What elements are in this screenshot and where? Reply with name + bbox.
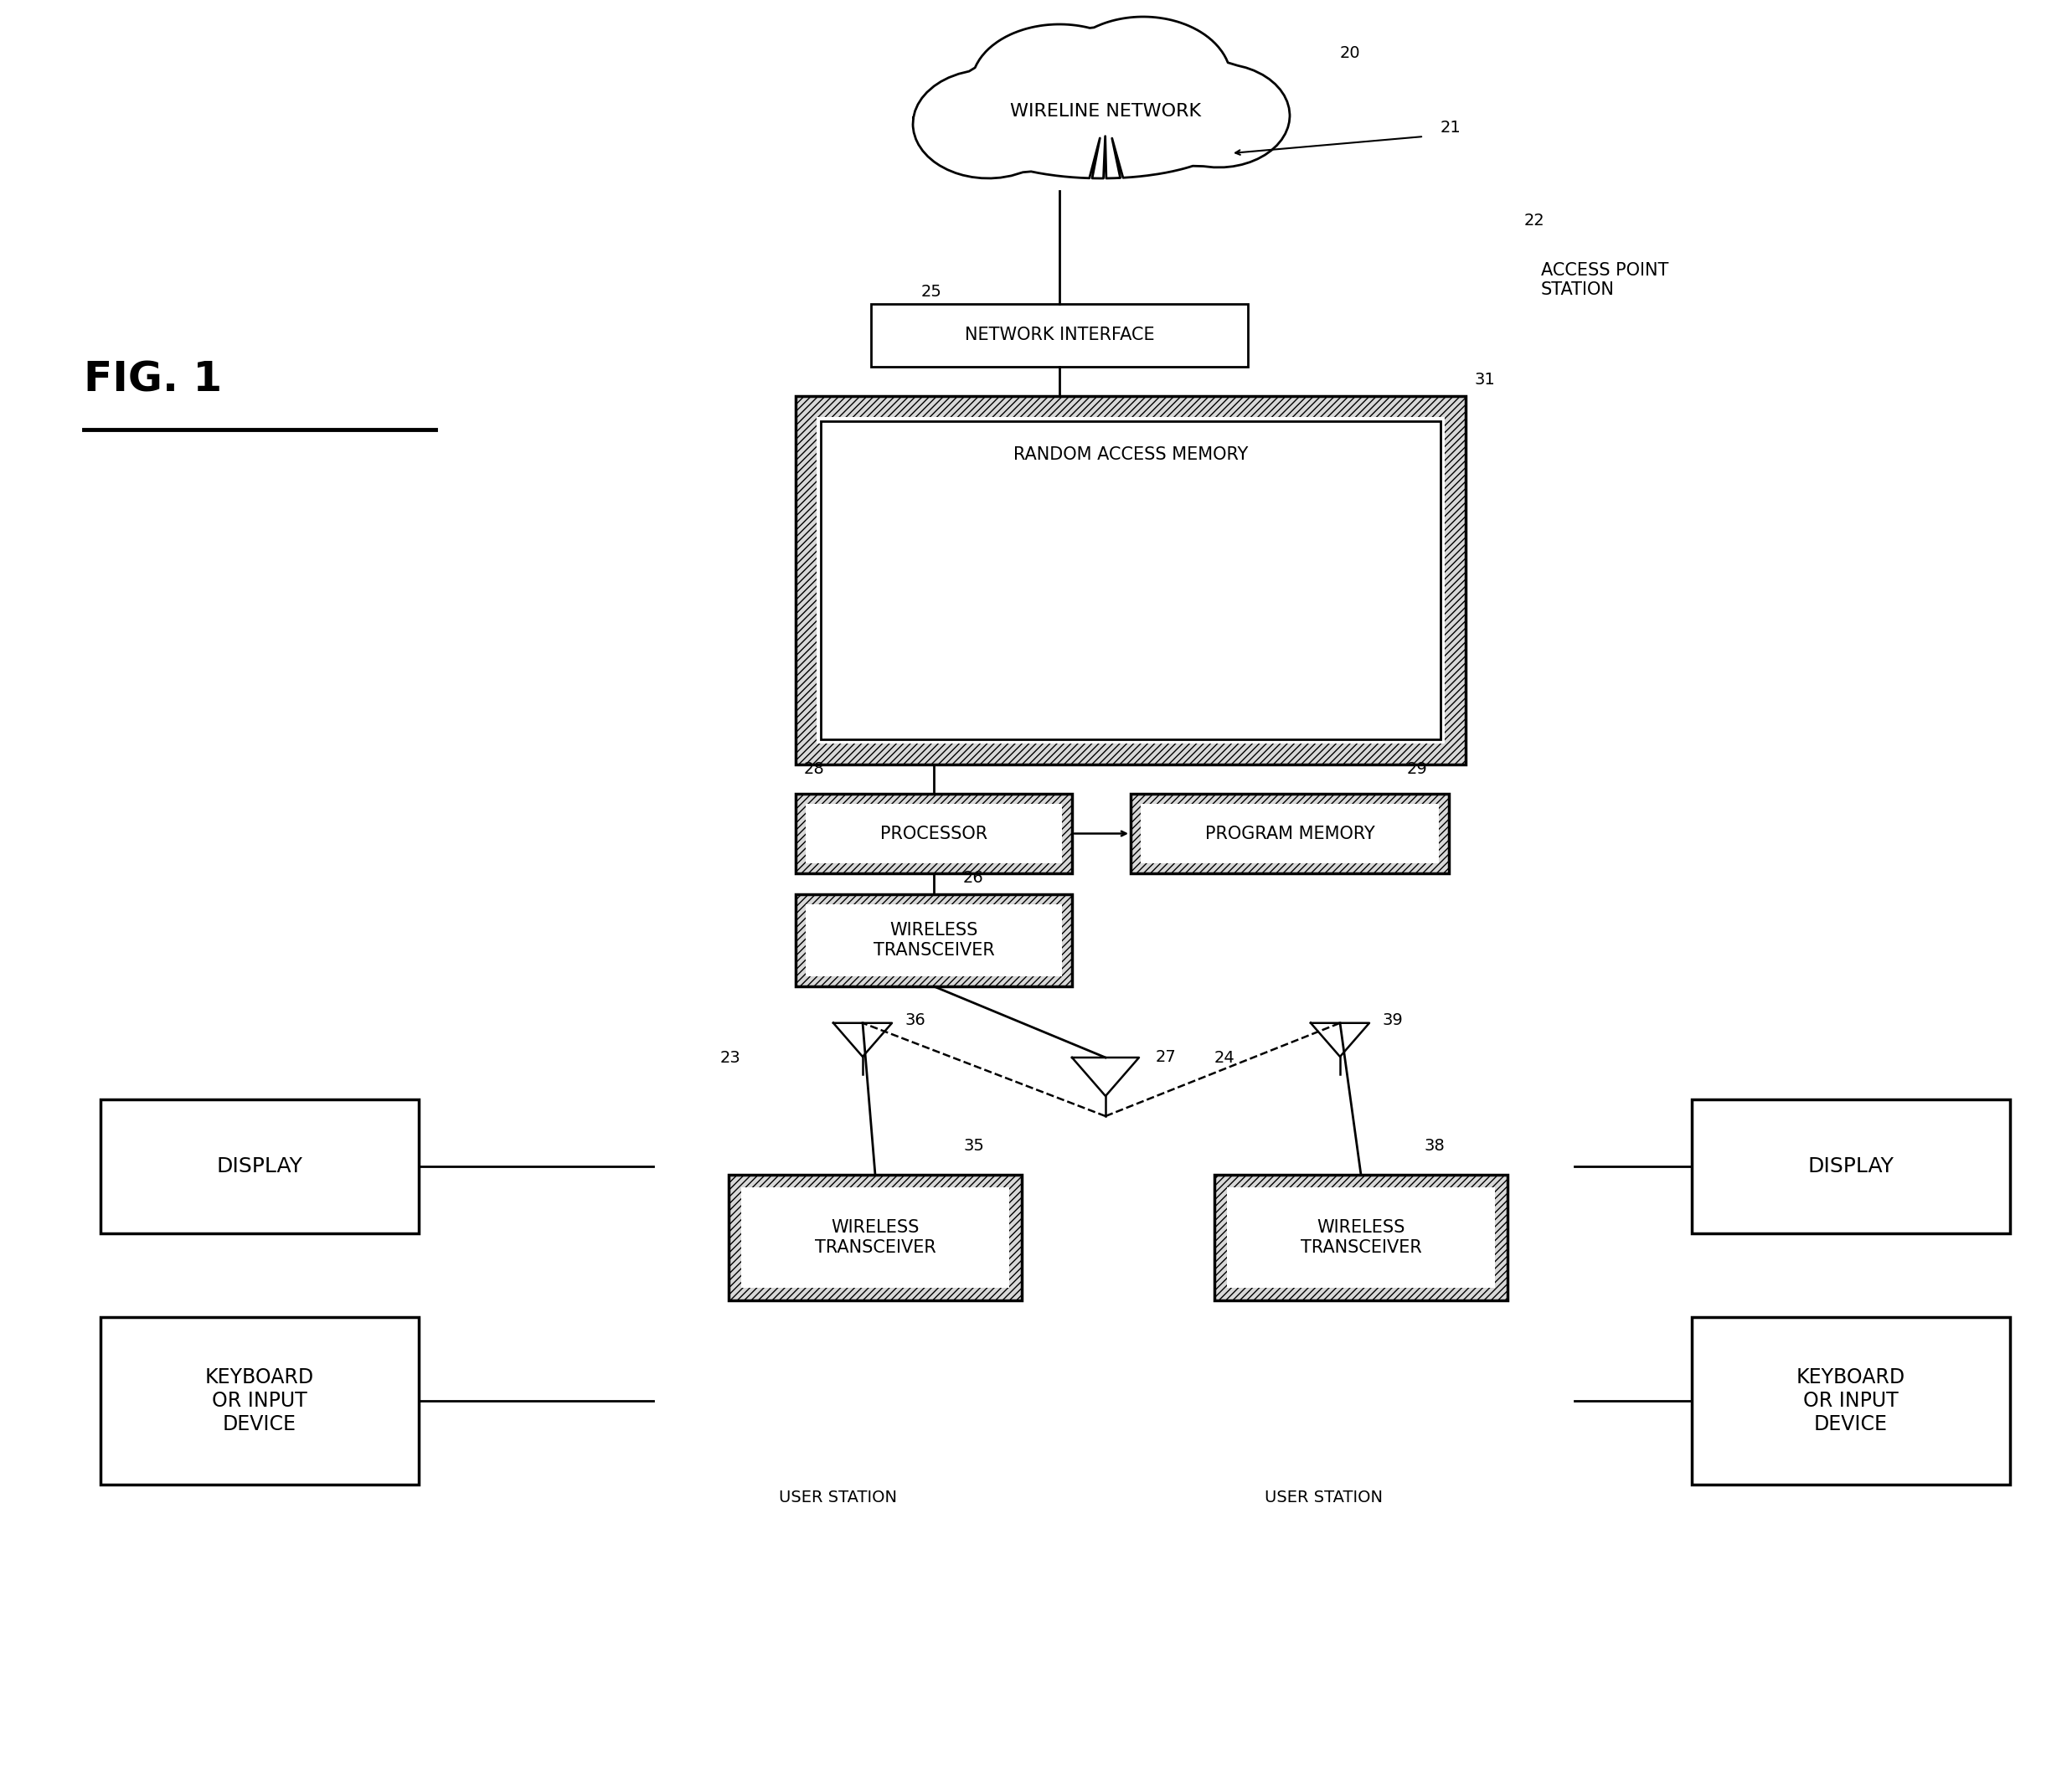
Bar xyxy=(821,421,1440,739)
Bar xyxy=(1131,793,1448,873)
Polygon shape xyxy=(972,25,1148,145)
Bar xyxy=(806,904,1063,977)
Bar xyxy=(671,1093,1080,1466)
Text: 39: 39 xyxy=(1382,1013,1403,1027)
Bar xyxy=(806,804,1063,863)
Text: 21: 21 xyxy=(1440,120,1461,136)
Text: WIRELESS
TRANSCEIVER: WIRELESS TRANSCEIVER xyxy=(814,1220,937,1256)
Text: 20: 20 xyxy=(1341,45,1361,61)
Bar xyxy=(1227,1188,1496,1288)
Text: 36: 36 xyxy=(905,1013,926,1027)
Text: PROGRAM MEMORY: PROGRAM MEMORY xyxy=(1204,825,1374,841)
Text: 24: 24 xyxy=(1214,1050,1235,1066)
Text: PROCESSOR: PROCESSOR xyxy=(881,825,988,841)
Bar xyxy=(816,416,1444,743)
Text: 27: 27 xyxy=(1156,1050,1177,1066)
Polygon shape xyxy=(1148,64,1289,168)
Bar xyxy=(653,1075,1098,1484)
Polygon shape xyxy=(914,16,1289,179)
Text: USER STATION: USER STATION xyxy=(1264,1490,1382,1506)
Bar xyxy=(870,304,1247,366)
Bar xyxy=(758,250,1496,1029)
Bar xyxy=(796,396,1465,764)
Text: KEYBOARD
OR INPUT
DEVICE: KEYBOARD OR INPUT DEVICE xyxy=(1796,1368,1906,1434)
Text: KEYBOARD
OR INPUT
DEVICE: KEYBOARD OR INPUT DEVICE xyxy=(205,1368,315,1434)
Bar xyxy=(1214,1175,1508,1300)
Text: 38: 38 xyxy=(1423,1138,1444,1154)
Bar xyxy=(102,1316,419,1484)
Text: 23: 23 xyxy=(721,1050,742,1066)
Text: 26: 26 xyxy=(963,870,984,886)
Bar xyxy=(729,1175,1021,1300)
Bar xyxy=(738,229,1517,1048)
Bar xyxy=(1131,1075,1575,1484)
Text: USER STATION: USER STATION xyxy=(779,1490,897,1506)
Text: NETWORK INTERFACE: NETWORK INTERFACE xyxy=(966,327,1154,343)
Bar xyxy=(796,793,1071,873)
Bar xyxy=(1691,1316,2010,1484)
Polygon shape xyxy=(968,86,1235,179)
Text: WIRELESS
TRANSCEIVER: WIRELESS TRANSCEIVER xyxy=(872,922,995,959)
Text: 35: 35 xyxy=(963,1138,984,1154)
Text: 29: 29 xyxy=(1407,761,1428,777)
Bar xyxy=(742,1188,1009,1288)
Polygon shape xyxy=(914,70,1063,179)
Text: WIRELESS
TRANSCEIVER: WIRELESS TRANSCEIVER xyxy=(1301,1220,1421,1256)
Text: 31: 31 xyxy=(1473,371,1494,388)
Bar xyxy=(1150,1093,1556,1466)
Polygon shape xyxy=(1055,16,1231,143)
Text: RANDOM ACCESS MEMORY: RANDOM ACCESS MEMORY xyxy=(1013,446,1247,463)
Text: FIG. 1: FIG. 1 xyxy=(83,359,222,400)
Text: 28: 28 xyxy=(804,761,825,777)
Text: ACCESS POINT
STATION: ACCESS POINT STATION xyxy=(1542,263,1668,298)
Text: DISPLAY: DISPLAY xyxy=(218,1156,303,1177)
Bar xyxy=(796,895,1071,986)
Text: 22: 22 xyxy=(1525,213,1546,229)
Text: 25: 25 xyxy=(922,284,943,300)
Bar xyxy=(1142,804,1438,863)
Bar xyxy=(102,1100,419,1234)
Text: DISPLAY: DISPLAY xyxy=(1807,1156,1894,1177)
Text: WIRELINE NETWORK: WIRELINE NETWORK xyxy=(1009,104,1202,120)
Bar xyxy=(1691,1100,2010,1234)
